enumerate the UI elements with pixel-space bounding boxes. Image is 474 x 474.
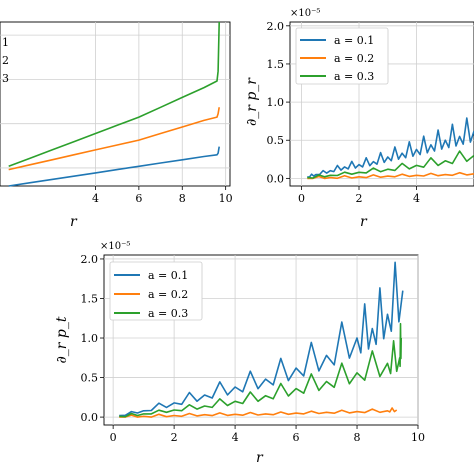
right-series-group — [307, 117, 474, 180]
bottom-y-tick-label: 0.5 — [81, 372, 99, 385]
left-x-ticks: 4 6 8 10 — [92, 186, 233, 205]
right-y-tick-label: 1.0 — [267, 96, 285, 109]
bottom-x-ticks: 0 2 4 6 8 10 — [110, 425, 425, 444]
left-series-line-1 — [8, 146, 220, 187]
chart-bottom: 0 2 4 6 8 10 0.00.51.01.52.0 ×10⁻⁵ r ∂_r p_t … — [54, 241, 425, 466]
right-y-tick-label: 0.5 — [267, 134, 285, 147]
left-grid — [0, 22, 230, 186]
right-x-tick-label: 2 — [356, 192, 363, 205]
bottom-y-tick-label: 1.5 — [81, 292, 99, 305]
bottom-series-group — [119, 261, 404, 418]
right-x-tick-label: 4 — [413, 192, 420, 205]
bottom-x-tick-label: 10 — [411, 431, 425, 444]
bottom-x-tick-label: 4 — [232, 431, 239, 444]
left-series-group — [8, 21, 220, 187]
bottom-legend-label-3: a = 0.3 — [148, 307, 188, 320]
bottom-y-ticks: 0.0 0.5 1.0 1.5 2.0 — [81, 253, 104, 424]
left-legend-label-3: 3 — [2, 72, 9, 85]
right-scale-label: ×10⁻⁵ — [290, 8, 320, 19]
right-y-axis-label: ∂_r p_r — [244, 77, 260, 126]
left-x-tick-label: 4 — [92, 192, 99, 205]
left-x-tick-label: 10 — [219, 192, 233, 205]
bottom-legend-label-1: a = 0.1 — [148, 269, 188, 282]
right-x-tick-label: 0 — [298, 192, 305, 205]
right-series-line-1 — [307, 117, 474, 178]
right-plot-frame — [289, 21, 474, 187]
chart-right: 0 2 4 0.0 0.5 1.0 1.5 2.0 ×10⁻⁵ r ∂_r p_r a = … — [244, 8, 474, 230]
bottom-legend-label-2: a = 0.2 — [148, 288, 188, 301]
right-legend: a = 0.1 a = 0.2 a = 0.3 — [295, 27, 389, 85]
right-x-axis-label: r — [360, 214, 368, 230]
left-legend: 1 2 3 — [2, 36, 9, 85]
bottom-y-tick-label: 2.0 — [81, 253, 99, 266]
bottom-y-axis-label: ∂_r p_t — [54, 316, 70, 363]
bottom-x-tick-label: 2 — [171, 431, 178, 444]
bottom-x-tick-label: 0 — [110, 431, 117, 444]
right-y-tick-label: 1.5 — [267, 58, 285, 71]
left-x-axis-label: r — [70, 214, 78, 230]
bottom-series-line-1 — [119, 261, 404, 417]
bottom-series-line-3 — [119, 322, 402, 418]
bottom-series-line-2 — [119, 407, 398, 418]
right-y-ticks: 0.0 0.5 1.0 1.5 2.0 — [267, 20, 290, 185]
bottom-y-tick-label: 0.0 — [81, 411, 99, 424]
right-series-line-3 — [307, 150, 474, 179]
right-legend-label-1: a = 0.1 — [334, 34, 374, 47]
left-series-line-2 — [8, 107, 220, 171]
bottom-x-tick-label: 6 — [293, 431, 300, 444]
chart-left: 4 6 8 10 r 1 2 3 — [0, 21, 233, 230]
right-legend-label-3: a = 0.3 — [334, 70, 374, 83]
right-x-ticks: 0 2 4 — [298, 186, 420, 205]
right-legend-box — [295, 27, 389, 85]
bottom-y-tick-label: 1.0 — [81, 332, 99, 345]
right-legend-label-2: a = 0.2 — [334, 52, 374, 65]
left-x-tick-label: 8 — [179, 192, 186, 205]
bottom-legend: a = 0.1 a = 0.2 a = 0.3 — [109, 261, 203, 321]
bottom-legend-box — [109, 261, 203, 321]
left-legend-label-2: 2 — [2, 54, 9, 67]
bottom-scale-label: ×10⁻⁵ — [100, 241, 130, 252]
right-y-tick-label: 0.0 — [267, 172, 285, 185]
bottom-x-axis-label: r — [256, 450, 264, 466]
right-series-line-2 — [307, 171, 474, 180]
left-series-line-3 — [8, 21, 220, 168]
left-plot-frame — [0, 21, 231, 187]
right-y-tick-label: 2.0 — [267, 20, 285, 33]
left-x-tick-label: 6 — [135, 192, 142, 205]
bottom-x-tick-label: 8 — [354, 431, 361, 444]
left-legend-label-1: 1 — [2, 36, 9, 49]
